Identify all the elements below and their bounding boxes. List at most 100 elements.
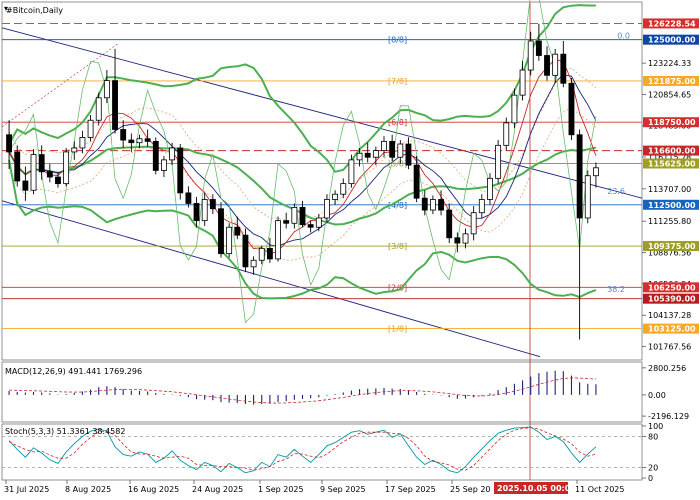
chevron-down-icon[interactable]: ▾ — [4, 4, 8, 13]
stoch-label: Stoch(5,3,3) 51.3361 38.4582 — [5, 427, 125, 436]
candle-body — [535, 40, 542, 56]
candle-body — [266, 247, 273, 260]
price-tick-label: 111255.80 — [648, 217, 691, 226]
stoch-tick-label: 80 — [648, 432, 658, 441]
time-tick-label: 16 Aug 2025 — [128, 485, 179, 494]
price-tick-label: 104137.28 — [648, 311, 691, 320]
candle-body — [87, 119, 94, 138]
candle-body — [161, 159, 167, 171]
candle-body — [22, 180, 29, 191]
price-tag — [643, 18, 699, 29]
candle-body — [438, 199, 444, 211]
candle-body — [519, 69, 526, 96]
price-axis: 123224.33120854.65118485.00116115.281137… — [642, 18, 699, 352]
candle-body — [177, 147, 184, 194]
price-tag-label: 118750.00 — [648, 118, 696, 127]
stoch-d-line — [8, 427, 597, 471]
stoch-tick-label: 0 — [648, 474, 653, 483]
price-tag-label: 112500.00 — [648, 201, 696, 210]
price-tag — [643, 145, 699, 156]
main-plot-frame — [1, 1, 643, 361]
price-tag — [643, 117, 699, 128]
candle-body — [128, 139, 135, 144]
time-tick-label: 8 Aug 2025 — [65, 485, 111, 494]
candle-body — [584, 175, 591, 219]
candle-body — [487, 177, 493, 200]
candle-body — [568, 82, 575, 136]
macd-plot-frame — [1, 361, 643, 423]
candle-body — [315, 217, 322, 228]
candle-body — [79, 137, 86, 149]
candle-body — [112, 80, 118, 130]
macd-tick-label: 2800.256 — [648, 364, 686, 373]
macd-signal-line — [9, 377, 596, 404]
price-tag — [643, 293, 699, 304]
price-tag-label: 125000.00 — [648, 36, 696, 45]
price-tick-label: 123224.33 — [648, 59, 691, 68]
candle-body — [332, 193, 339, 200]
fib-label: 38.2 — [607, 285, 625, 294]
candle-body — [340, 183, 347, 195]
murrey-label: [5/8] — [388, 159, 407, 168]
candle-body — [299, 207, 306, 225]
price-tag — [643, 282, 699, 293]
candle-body — [144, 138, 151, 142]
candle-body — [495, 144, 502, 179]
candle-body — [185, 192, 192, 204]
candle-body — [291, 207, 298, 224]
price-tag-label: 126228.54 — [648, 19, 696, 28]
macd-plot: 2800.256 0.00 -2196.129 — [8, 364, 689, 421]
price-tag-label: 109375.00 — [648, 242, 696, 251]
candle-body — [527, 40, 534, 71]
price-tick-label: 101767.56 — [648, 343, 691, 352]
candle-body — [307, 224, 314, 228]
candle-body — [503, 122, 510, 146]
candle-body — [372, 150, 379, 158]
candle-body — [544, 55, 550, 76]
murrey-label: [1/8] — [388, 325, 407, 334]
price-tag-label: 106250.00 — [648, 283, 696, 292]
candle-body — [193, 203, 200, 222]
candle-body — [560, 53, 567, 84]
macd-tick-label: -2196.129 — [648, 412, 689, 421]
candle-body — [429, 199, 436, 211]
fib-label: 0.0 — [617, 32, 630, 41]
candle-body — [275, 220, 281, 260]
envelope-lower — [8, 107, 597, 261]
murrey-label: [2/8] — [388, 283, 407, 292]
candle-body — [592, 167, 599, 177]
candle-body — [381, 140, 387, 152]
candle-body — [283, 220, 290, 224]
price-tag-label: 105390.00 — [648, 295, 696, 304]
price-tag — [643, 75, 699, 86]
candle-body — [30, 154, 37, 191]
macd-label: MACD(12,26,9) 491.441 1769.296 — [5, 367, 142, 376]
chart-title: #Bitcoin,Daily — [6, 6, 63, 15]
price-tag — [643, 323, 699, 334]
murrey-label: [4/8] — [388, 201, 407, 210]
candle-body — [462, 233, 469, 244]
price-tag — [643, 34, 699, 45]
candle-body — [242, 234, 249, 268]
candle-body — [348, 159, 355, 185]
main-plot: [8/8][7/8][6/8][5/8][4/8][3/8][2/8][1/8]… — [1, 0, 643, 480]
time-tick-label: 17 Sep 2025 — [385, 485, 436, 494]
candle-body — [46, 171, 53, 178]
stoch-k-line — [8, 426, 597, 474]
candle-body — [446, 209, 453, 239]
current-time-tag — [494, 482, 568, 494]
candle-body — [14, 151, 21, 182]
price-tick-label: 116115.28 — [648, 153, 691, 162]
candle-body — [38, 154, 45, 173]
candle-body — [258, 247, 265, 261]
candle-body — [397, 143, 404, 158]
price-tag — [643, 158, 699, 169]
time-tick-label: 11 Oct 2025 — [575, 485, 624, 494]
candle-body — [234, 226, 241, 236]
candle-body — [136, 138, 143, 144]
time-tick-label: 1 Sep 2025 — [258, 485, 304, 494]
candle-body — [454, 237, 461, 244]
candle-body — [71, 147, 78, 153]
